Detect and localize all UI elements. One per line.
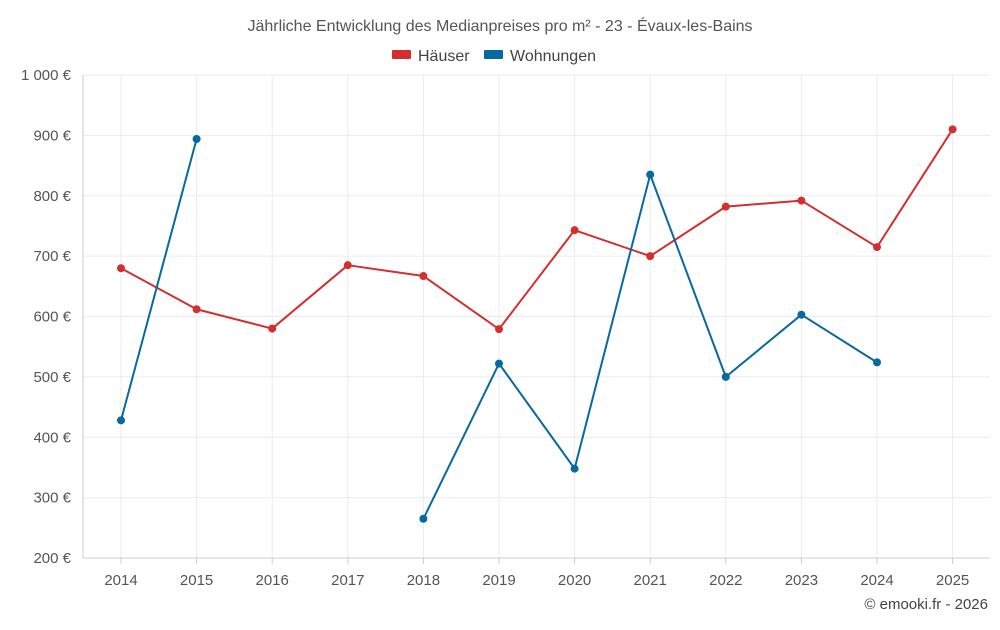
chart-title: Jährliche Entwicklung des Medianpreises … [247, 16, 752, 35]
series-line-wohnungen [120, 138, 198, 421]
data-point-haeuser[interactable] [192, 305, 201, 314]
data-point-wohnungen[interactable] [117, 416, 125, 425]
y-tick-label: 500 € [33, 369, 71, 386]
data-point-wohnungen[interactable] [797, 310, 806, 319]
data-point-haeuser[interactable] [646, 252, 655, 261]
legend: Häuser Wohnungen [392, 48, 596, 65]
y-tick-label: 800 € [33, 188, 71, 205]
y-tick-label: 200 € [33, 550, 71, 567]
data-point-haeuser[interactable] [948, 125, 957, 134]
y-tick-label: 600 € [33, 309, 71, 326]
gridlines [83, 74, 990, 559]
data-point-wohnungen[interactable] [419, 514, 428, 523]
data-point-haeuser[interactable] [419, 272, 428, 281]
y-axis: 200 € 300 € 400 € 500 € 600 € 700 € 800 € 900 €… [21, 67, 84, 567]
data-point-haeuser[interactable] [873, 243, 881, 252]
legend-label-haeuser: Häuser [418, 48, 470, 65]
y-tick-label: 1 000 € [21, 67, 72, 84]
data-point-wohnungen[interactable] [570, 464, 579, 473]
x-tick-label: 2017 [331, 572, 364, 589]
y-tick-label: 400 € [33, 429, 71, 446]
y-tick-label: 900 € [33, 127, 71, 144]
y-tick-label: 300 € [33, 490, 71, 507]
x-tick-label: 2020 [558, 572, 591, 589]
data-point-haeuser[interactable] [570, 226, 579, 235]
data-point-wohnungen[interactable] [192, 134, 201, 143]
data-point-wohnungen[interactable] [873, 358, 881, 367]
y-tick-label: 700 € [33, 248, 71, 265]
x-tick-label: 2025 [936, 572, 969, 589]
data-point-wohnungen[interactable] [495, 359, 503, 368]
x-tick-label: 2018 [407, 572, 440, 589]
legend-swatch-wohnungen [484, 50, 503, 59]
legend-item-haeuser[interactable]: Häuser [392, 48, 470, 65]
x-tick-label: 2019 [482, 572, 515, 589]
series-line-haeuser [120, 128, 954, 331]
data-point-wohnungen[interactable] [646, 170, 655, 179]
x-tick-label: 2014 [104, 572, 137, 589]
x-tick-label: 2023 [785, 572, 818, 589]
x-tick-label: 2016 [256, 572, 289, 589]
x-tick-label: 2015 [180, 572, 213, 589]
x-axis: 2014 2015 2016 2017 2018 2019 2020 2021 2022 2023… [83, 557, 990, 589]
legend-swatch-haeuser [392, 50, 411, 59]
data-point-haeuser[interactable] [495, 325, 503, 334]
series-points [117, 125, 957, 523]
x-tick-label: 2022 [709, 572, 742, 589]
data-point-wohnungen[interactable] [721, 372, 730, 381]
data-point-haeuser[interactable] [721, 202, 730, 211]
series-lines [120, 128, 954, 520]
x-tick-label: 2021 [634, 572, 667, 589]
data-point-haeuser[interactable] [268, 324, 277, 333]
data-point-haeuser[interactable] [797, 196, 806, 205]
data-point-haeuser[interactable] [343, 261, 352, 270]
legend-item-wohnungen[interactable]: Wohnungen [484, 48, 596, 65]
x-tick-label: 2024 [860, 572, 893, 589]
data-point-haeuser[interactable] [117, 264, 125, 273]
credit-text: © emooki.fr - 2026 [864, 596, 988, 613]
legend-label-wohnungen: Wohnungen [510, 48, 596, 65]
